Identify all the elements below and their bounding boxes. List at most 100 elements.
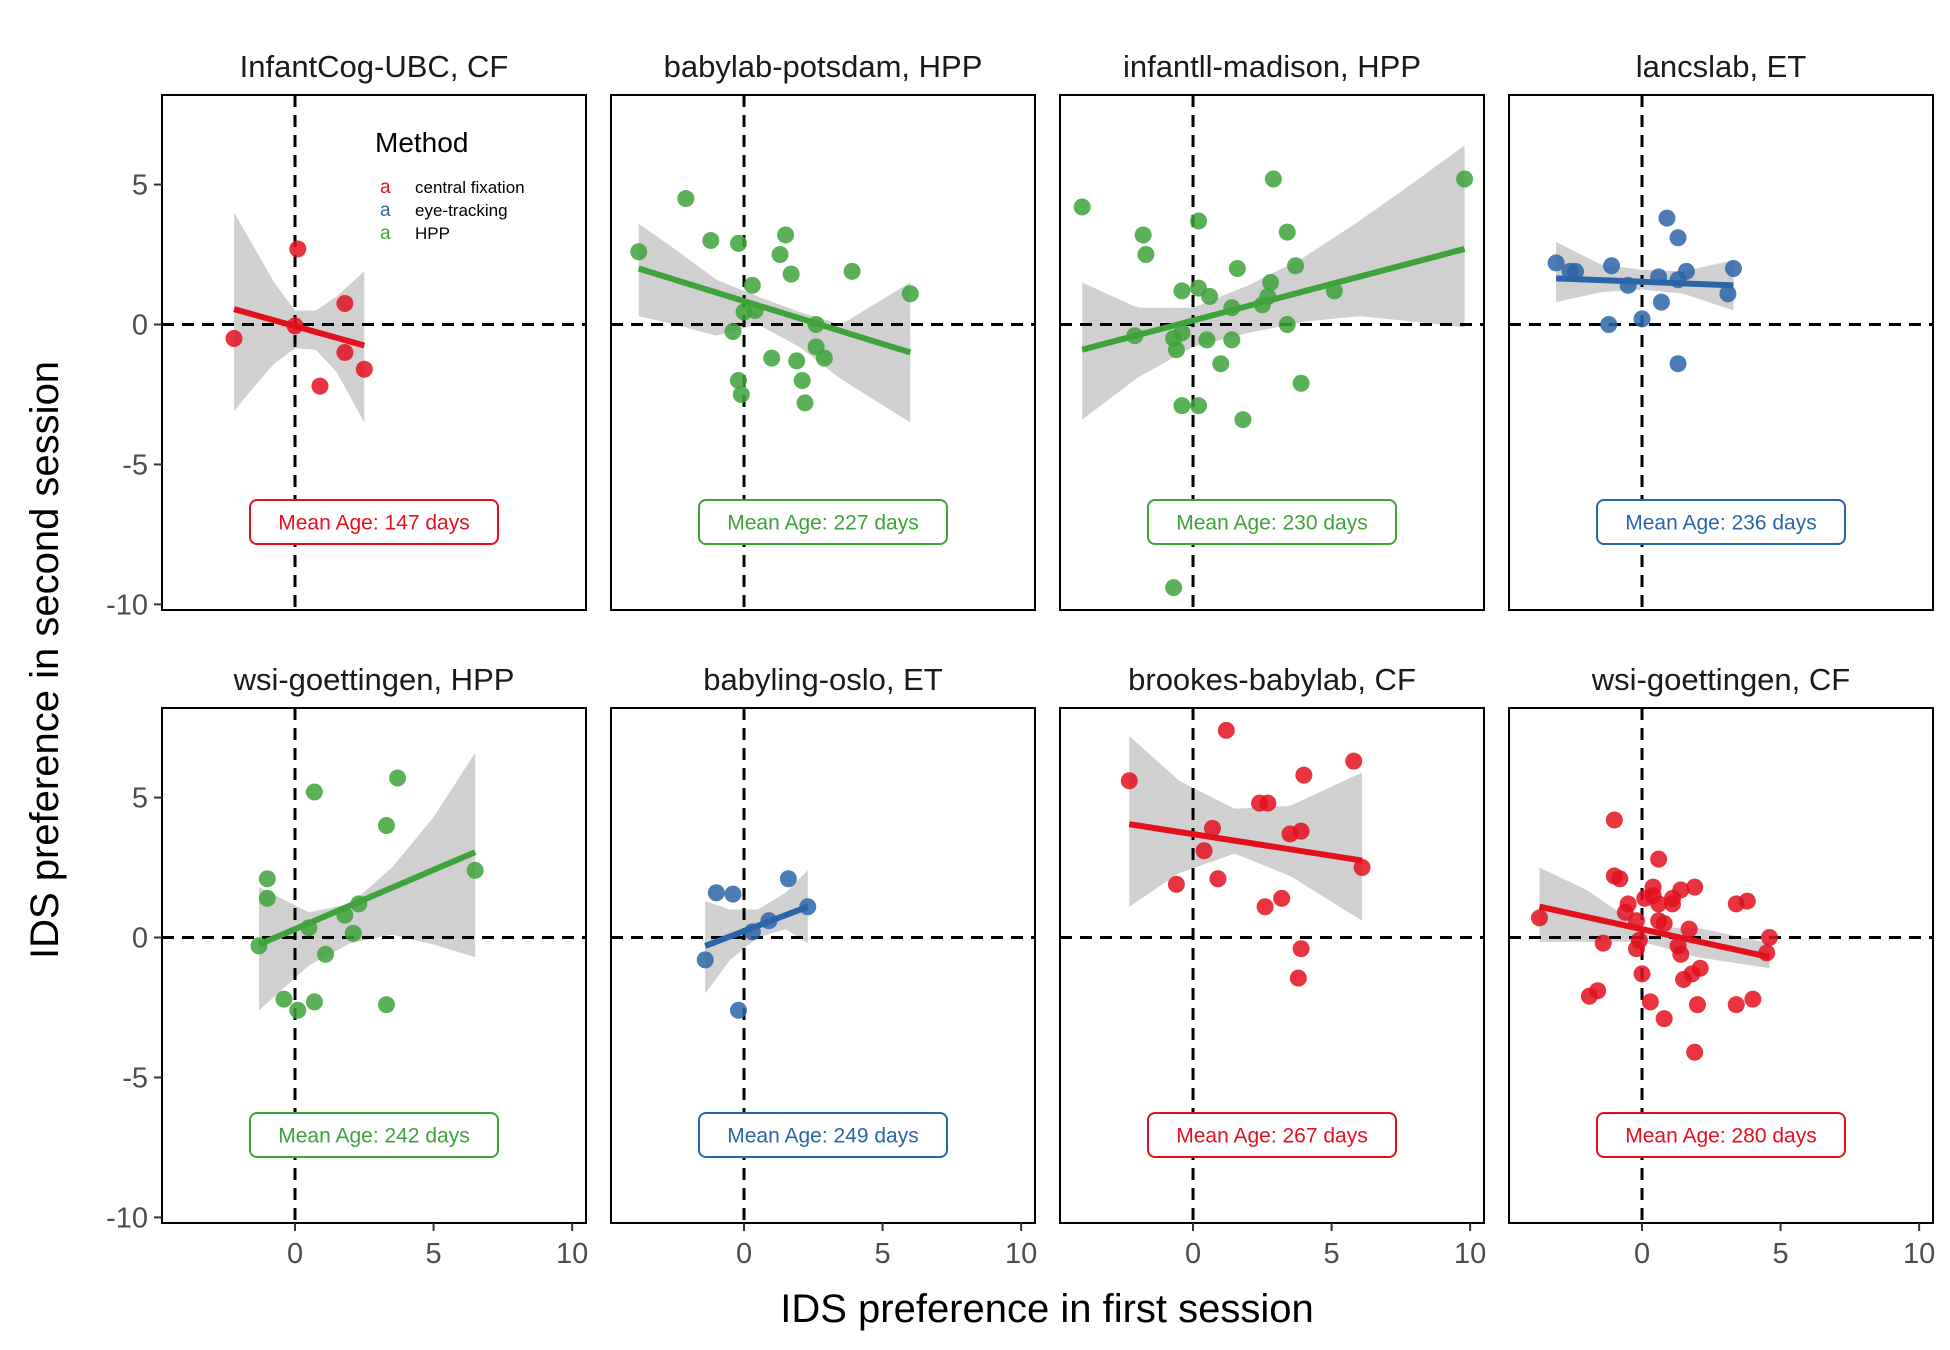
data-point <box>1292 822 1310 840</box>
facet-panel: lancslab, ET Mean Age: 236 days <box>1508 49 1934 611</box>
data-point <box>1278 316 1296 334</box>
data-point <box>1655 1010 1673 1028</box>
confidence-band <box>1129 736 1363 921</box>
data-point <box>389 769 407 787</box>
regression-line <box>1538 903 1771 961</box>
panel-plot-area <box>1060 95 1484 610</box>
data-point <box>1195 842 1213 860</box>
mean-age-text: Mean Age: 227 days <box>727 512 918 535</box>
data-point <box>1738 892 1756 910</box>
data-point <box>1611 870 1629 888</box>
y-tick-label: -5 <box>122 449 148 481</box>
mean-age-box <box>249 499 499 545</box>
data-point <box>707 884 725 902</box>
data-point <box>1456 170 1474 188</box>
mean-age-label: Mean Age: 236 days <box>1596 499 1846 545</box>
data-point <box>258 889 276 907</box>
x-tick-label: 5 <box>1324 1238 1340 1270</box>
data-point <box>1619 895 1637 913</box>
panel-border <box>1508 707 1934 1224</box>
panel-border <box>610 707 1036 1224</box>
data-point <box>782 265 800 283</box>
legend-key: a <box>380 200 391 221</box>
x-tick-label: 0 <box>736 1238 752 1270</box>
data-point <box>724 323 742 341</box>
data-point <box>1688 996 1706 1014</box>
data-point <box>1190 212 1208 230</box>
data-point <box>779 870 797 888</box>
data-point <box>1650 268 1668 286</box>
data-point <box>317 945 335 963</box>
data-point <box>250 937 268 955</box>
panel-border <box>1059 94 1485 611</box>
data-point <box>1256 898 1274 916</box>
data-point <box>225 330 243 348</box>
mean-age-text: Mean Age: 249 days <box>727 1125 918 1148</box>
data-point <box>1650 850 1668 868</box>
x-tick-label: 0 <box>1634 1238 1650 1270</box>
data-point <box>1234 411 1252 429</box>
panel-plot-area <box>1509 708 1933 1223</box>
x-tick-label: 0 <box>1185 1238 1201 1270</box>
data-point <box>1165 579 1183 597</box>
y-axis-title: IDS preference in second session <box>23 361 67 959</box>
data-point <box>1724 260 1742 278</box>
data-point <box>286 317 304 335</box>
mean-age-box <box>1147 1112 1397 1158</box>
data-point <box>1530 909 1548 927</box>
data-point <box>630 243 648 261</box>
mean-age-box <box>249 1112 499 1158</box>
data-point <box>1727 996 1745 1014</box>
data-point <box>1278 223 1296 241</box>
data-point <box>1126 327 1144 345</box>
data-point <box>1228 260 1246 278</box>
data-point <box>1292 940 1310 958</box>
data-point <box>1619 276 1637 294</box>
data-point <box>1547 254 1565 272</box>
panel-plot-area <box>611 95 1035 610</box>
mean-age-label: Mean Age: 147 days <box>249 499 499 545</box>
facet-panel: babylab-potsdam, HPP Mean Age: 227 days <box>610 49 1036 611</box>
legend-key: a <box>380 177 391 198</box>
data-point <box>1655 915 1673 933</box>
data-point <box>305 783 323 801</box>
panel-title: InfantCog-UBC, CF <box>240 49 509 84</box>
panel-title: infantll-madison, HPP <box>1123 49 1421 84</box>
data-point <box>763 349 781 367</box>
panel-plot-area <box>1509 95 1933 610</box>
x-tick-label: 0 <box>287 1238 303 1270</box>
data-point <box>677 190 695 208</box>
y-tick-label: 5 <box>132 783 148 815</box>
panel-border <box>1059 707 1485 1224</box>
data-point <box>807 316 825 334</box>
data-point <box>729 371 747 389</box>
mean-age-box <box>1147 499 1397 545</box>
facet-panel: wsi-goettingen, HPP Mean Age: 242 days <box>161 662 587 1224</box>
legend-label: HPP <box>415 224 450 243</box>
mean-age-label: Mean Age: 227 days <box>698 499 948 545</box>
mean-age-text: Mean Age: 242 days <box>278 1125 469 1148</box>
data-point <box>1325 282 1343 300</box>
data-point <box>305 993 323 1011</box>
data-point <box>1292 374 1310 392</box>
data-point <box>1686 878 1704 896</box>
mean-age-text: Mean Age: 236 days <box>1625 512 1816 535</box>
panel-title: wsi-goettingen, HPP <box>233 662 515 697</box>
data-point <box>1627 940 1645 958</box>
data-point <box>289 1001 307 1019</box>
data-point <box>377 817 395 835</box>
y-tick-label: 5 <box>132 170 148 202</box>
data-point <box>258 870 276 888</box>
regression-line <box>1128 821 1363 864</box>
panel-border <box>161 94 587 611</box>
data-point <box>275 990 293 1008</box>
y-tick-label: 0 <box>132 310 148 342</box>
data-point <box>1691 959 1709 977</box>
mean-age-text: Mean Age: 267 days <box>1176 1125 1367 1148</box>
x-axis-title: IDS preference in first session <box>780 1287 1314 1331</box>
data-point <box>743 276 761 294</box>
data-point <box>1664 895 1682 913</box>
data-point <box>1633 310 1651 328</box>
data-point <box>746 302 764 320</box>
